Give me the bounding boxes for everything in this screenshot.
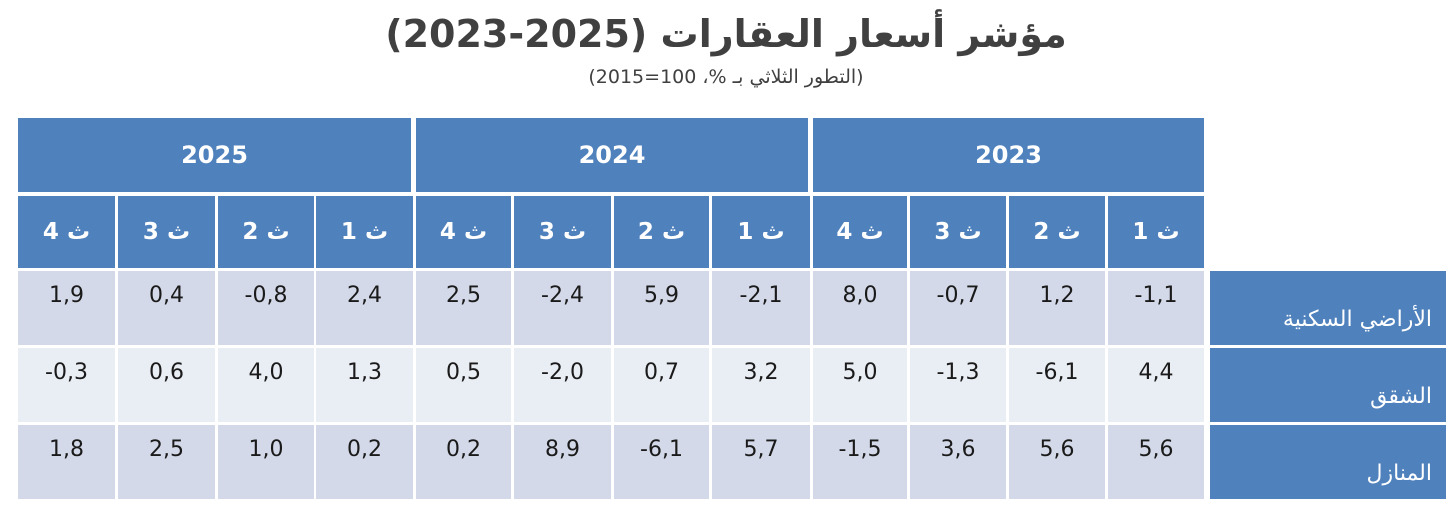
table-cell: -1,1 (1108, 271, 1204, 345)
table-cell: 1,3 (316, 348, 413, 422)
table-cell: 5,0 (813, 348, 907, 422)
quarter-header: ث 4 (18, 196, 115, 268)
table-cell: 3,6 (910, 425, 1006, 499)
table-cell: -2,4 (514, 271, 611, 345)
table-cell: -6,1 (614, 425, 709, 499)
table-cell: -0,8 (218, 271, 314, 345)
table-cell: 3,2 (712, 348, 810, 422)
table-cell: 2,4 (316, 271, 413, 345)
table-cell: -0,7 (910, 271, 1006, 345)
table-cell: -1,5 (813, 425, 907, 499)
quarter-header: ث 3 (118, 196, 215, 268)
quarter-header: ث 1 (712, 196, 810, 268)
quarter-header: ث 3 (910, 196, 1006, 268)
table-cell: 2,5 (118, 425, 215, 499)
table-cell: 4,4 (1108, 348, 1204, 422)
year-header-2023: 2023 (813, 118, 1204, 192)
table-cell: 0,2 (316, 425, 413, 499)
table-cell: 1,9 (18, 271, 115, 345)
table-cell: 2,5 (416, 271, 511, 345)
quarter-header: ث 1 (316, 196, 413, 268)
table-cell: -1,3 (910, 348, 1006, 422)
table-cell: 4,0 (218, 348, 314, 422)
row-label: الأراضي السكنية (1210, 271, 1446, 345)
table-cell: 0,5 (416, 348, 511, 422)
table-cell: -0,3 (18, 348, 115, 422)
quarter-header: ث 4 (416, 196, 511, 268)
chart-subtitle: (التطور الثلاثي بـ %، 100=2015) (588, 66, 864, 88)
row-label: الشقق (1210, 348, 1446, 422)
table-cell: 0,6 (118, 348, 215, 422)
quarter-header: ث 4 (813, 196, 907, 268)
table-cell: -6,1 (1009, 348, 1105, 422)
table-cell: 0,4 (118, 271, 215, 345)
table-cell: 0,7 (614, 348, 709, 422)
table-cell: 1,8 (18, 425, 115, 499)
chart-title: مؤشر أسعار العقارات (2025-2023) (385, 12, 1067, 56)
table-cell: 5,7 (712, 425, 810, 499)
table-cell: 5,6 (1108, 425, 1204, 499)
table-cell: -2,0 (514, 348, 611, 422)
table-cell: 0,2 (416, 425, 511, 499)
table-cell: 1,2 (1009, 271, 1105, 345)
table-cell: 5,9 (614, 271, 709, 345)
year-header-2024: 2024 (416, 118, 808, 192)
quarter-header: ث 3 (514, 196, 611, 268)
year-header-2025: 2025 (18, 118, 411, 192)
quarter-header: ث 1 (1108, 196, 1204, 268)
quarter-header: ث 2 (614, 196, 709, 268)
quarter-header: ث 2 (1009, 196, 1105, 268)
table-cell: 8,0 (813, 271, 907, 345)
table-cell: -2,1 (712, 271, 810, 345)
table-cell: 1,0 (218, 425, 314, 499)
table-cell: 8,9 (514, 425, 611, 499)
quarter-header: ث 2 (218, 196, 314, 268)
table-cell: 5,6 (1009, 425, 1105, 499)
row-label: المنازل (1210, 425, 1446, 499)
